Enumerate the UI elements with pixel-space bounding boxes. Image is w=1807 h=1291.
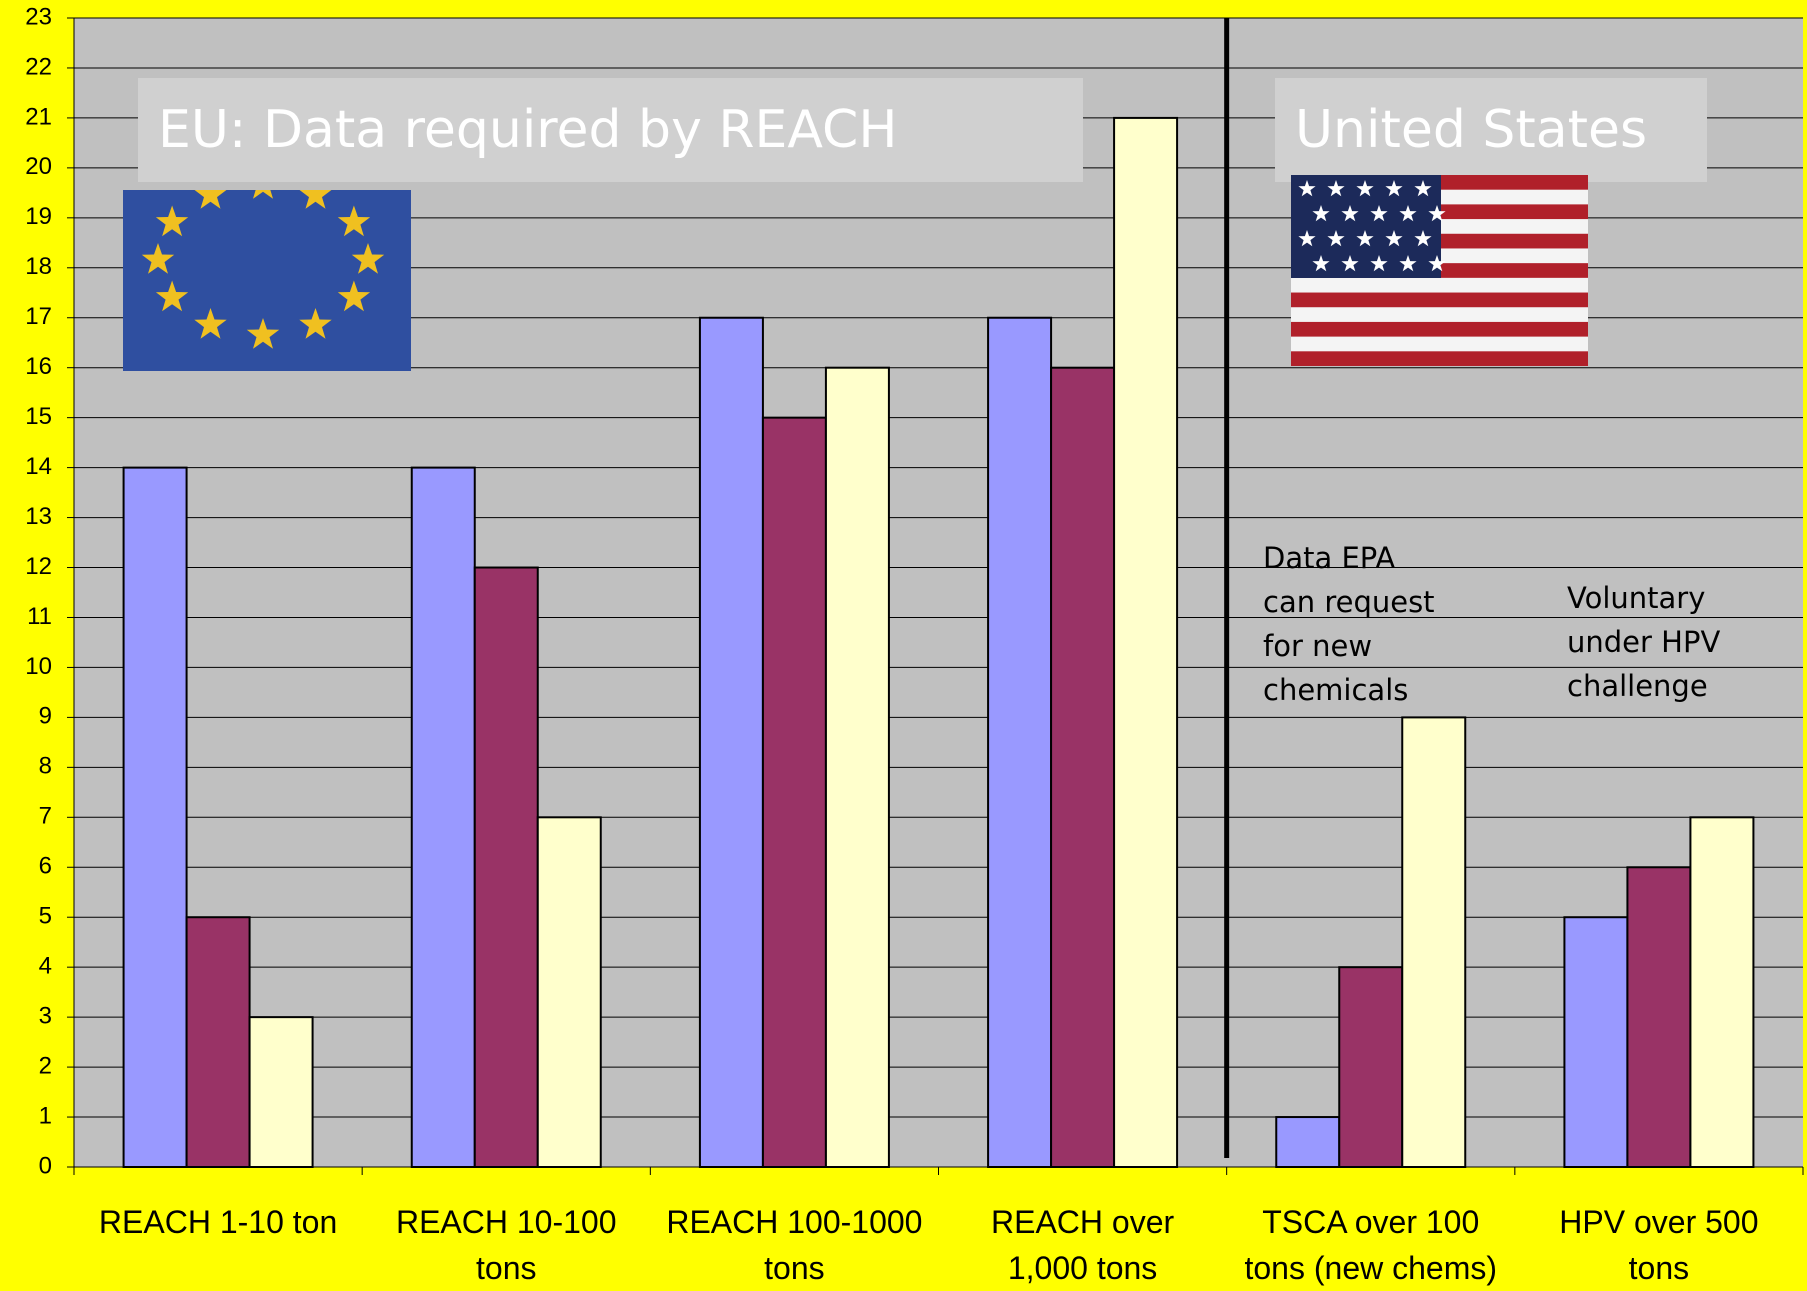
y-tick-label: 4	[39, 953, 52, 980]
us-flag	[1291, 175, 1588, 366]
y-tick-label: 8	[39, 753, 52, 780]
y-tick-label: 22	[25, 53, 52, 80]
hpv-note: Voluntary under HPV challenge	[1567, 576, 1720, 708]
flag-stripe	[1291, 307, 1588, 322]
bar	[250, 1017, 313, 1167]
bar	[538, 817, 601, 1167]
y-tick-label: 0	[39, 1152, 52, 1179]
y-tick-label: 3	[39, 1002, 52, 1029]
y-tick-label: 2	[39, 1052, 52, 1079]
flag-stripe	[1291, 293, 1588, 308]
bar	[1051, 368, 1114, 1167]
bar	[1276, 1117, 1339, 1167]
y-tick-label: 16	[25, 353, 52, 380]
flag-stripe	[1291, 337, 1588, 352]
bar	[1564, 917, 1627, 1167]
us-title: United States	[1275, 78, 1707, 182]
y-tick-label: 14	[25, 453, 52, 480]
page: 01234567891011121314151617181920212223 E…	[0, 0, 1807, 1291]
bar	[1114, 118, 1177, 1167]
y-tick-label: 23	[25, 3, 52, 30]
x-tick-label: REACH over 1,000 tons	[939, 1199, 1227, 1291]
x-tick-label: REACH 100-1000 tons	[650, 1199, 938, 1291]
y-tick-label: 20	[25, 153, 52, 180]
y-tick-label: 9	[39, 703, 52, 730]
x-tick-label: REACH 10-100 tons	[362, 1199, 650, 1291]
y-tick-label: 18	[25, 253, 52, 280]
bar	[826, 368, 889, 1167]
bar	[763, 418, 826, 1167]
bar	[475, 568, 538, 1167]
y-tick-label: 6	[39, 853, 52, 880]
bar	[1339, 967, 1402, 1167]
y-tick-label: 21	[25, 103, 52, 130]
us-flag-body	[1291, 175, 1588, 366]
y-tick-label: 10	[25, 653, 52, 680]
y-tick-label: 1	[39, 1102, 52, 1129]
bar	[412, 468, 475, 1167]
bar	[1627, 867, 1690, 1167]
epa-note: Data EPA can request for new chemicals	[1263, 536, 1435, 712]
bar	[988, 318, 1051, 1167]
flag-stripe	[1291, 322, 1588, 337]
y-tick-label: 12	[25, 553, 52, 580]
y-tick-label: 7	[39, 803, 52, 830]
x-tick-label: HPV over 500 tons	[1515, 1199, 1803, 1291]
y-tick-label: 15	[25, 403, 52, 430]
x-tick-label: REACH 1-10 ton	[74, 1199, 362, 1245]
bar	[124, 468, 187, 1167]
eu-flag	[123, 190, 411, 371]
y-tick-label: 5	[39, 903, 52, 930]
bar	[187, 917, 250, 1167]
y-tick-label: 13	[25, 503, 52, 530]
eu-title: EU: Data required by REACH	[138, 78, 1083, 182]
bar	[700, 318, 763, 1167]
y-tick-label: 11	[27, 603, 52, 630]
flag-stripe	[1291, 351, 1588, 366]
x-tick-label: TSCA over 100 tons (new chems)	[1227, 1199, 1515, 1291]
y-tick-label: 19	[25, 203, 52, 230]
flag-stripe	[1291, 278, 1588, 293]
bar	[1402, 717, 1465, 1167]
bar	[1690, 817, 1753, 1167]
y-tick-label: 17	[25, 303, 52, 330]
